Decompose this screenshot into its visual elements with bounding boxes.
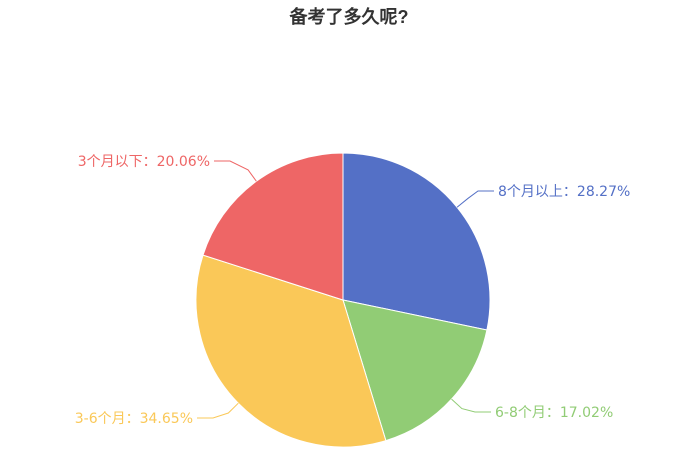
label-leader-line (214, 160, 257, 182)
slice-label: 3个月以下：20.06% (78, 154, 210, 170)
label-leader-line (197, 402, 239, 419)
label-leader-line (456, 190, 494, 208)
slice-label: 8个月以上：28.27% (498, 184, 630, 200)
chart-title: 备考了多久呢? (289, 7, 409, 27)
pie-labels: 8个月以上：28.27% 6-8个月：17.02% 3-6个月：34.65% 3个月以… (75, 154, 631, 427)
pie-slice[interactable] (202, 152, 344, 301)
pie-slices (195, 152, 491, 448)
slice-label: 6-8个月：17.02% (495, 405, 613, 421)
pie-slice[interactable] (342, 152, 491, 331)
slice-label: 3-6个月：34.65% (75, 411, 193, 427)
label-leader-line (451, 398, 491, 413)
